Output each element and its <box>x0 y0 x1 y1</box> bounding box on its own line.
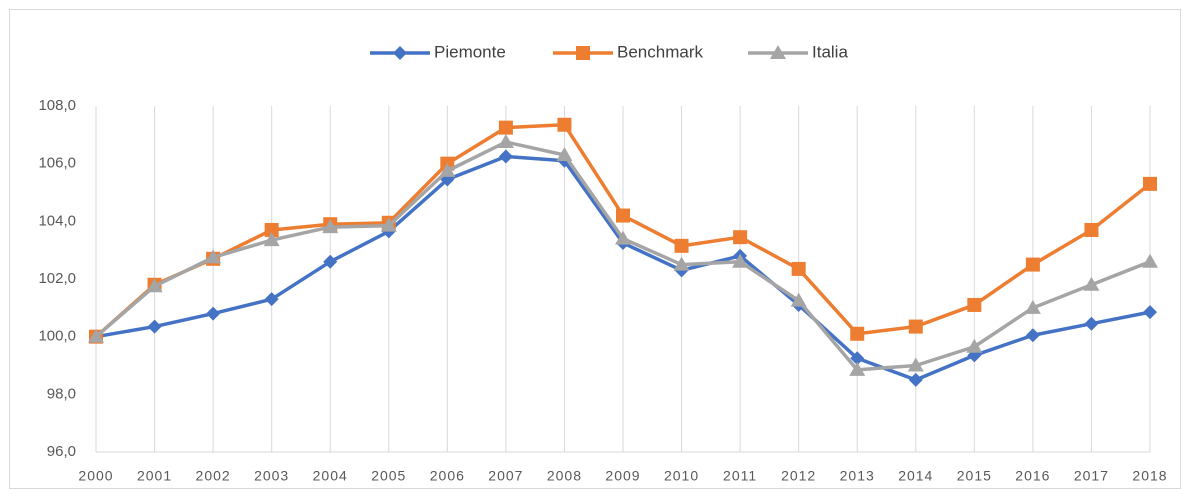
marker <box>147 319 162 334</box>
marker <box>967 297 982 312</box>
marker <box>673 256 690 271</box>
x-tick-label: 2003 <box>254 468 289 484</box>
legend-marker <box>393 46 407 60</box>
marker <box>88 328 104 343</box>
x-tick-label: 2012 <box>781 468 816 484</box>
legend-label: Piemonte <box>434 42 506 61</box>
marker <box>439 162 456 177</box>
y-tick-label: 108,0 <box>38 97 76 114</box>
marker <box>791 261 806 276</box>
y-tick-label: 96,0 <box>47 443 76 460</box>
marker <box>1084 222 1099 237</box>
marker <box>850 351 865 366</box>
marker <box>205 249 222 264</box>
marker <box>1024 299 1041 314</box>
marker <box>263 232 280 247</box>
x-tick-label: 2017 <box>1074 468 1109 484</box>
marker <box>1142 253 1158 268</box>
marker <box>146 278 163 293</box>
x-tick-label: 2002 <box>196 468 231 484</box>
marker <box>556 147 573 162</box>
marker <box>380 217 397 232</box>
y-tick-label: 102,0 <box>38 270 76 287</box>
x-tick-label: 2013 <box>840 468 875 484</box>
y-tick-label: 100,0 <box>38 328 76 345</box>
x-tick-label: 2005 <box>371 468 406 484</box>
legend-marker <box>576 46 590 60</box>
x-tick-label: 2016 <box>1015 468 1050 484</box>
x-tick-label: 2008 <box>547 468 582 484</box>
marker <box>850 326 865 341</box>
marker <box>966 338 983 353</box>
marker <box>790 292 807 307</box>
marker <box>1143 305 1157 320</box>
marker <box>616 208 630 223</box>
marker <box>264 222 279 237</box>
x-tick-label: 2015 <box>957 468 992 484</box>
marker <box>732 253 749 268</box>
marker <box>907 357 924 372</box>
x-tick-label: 2011 <box>723 468 757 484</box>
y-tick-label: 104,0 <box>38 212 76 229</box>
marker <box>498 120 513 135</box>
marker <box>1143 176 1157 191</box>
marker <box>849 361 866 376</box>
marker <box>733 230 748 245</box>
marker <box>206 306 221 321</box>
marker <box>1025 328 1040 343</box>
x-tick-label: 2010 <box>664 468 699 484</box>
marker <box>264 292 279 307</box>
x-tick-label: 2004 <box>313 468 348 484</box>
x-tick-label: 2018 <box>1132 468 1167 484</box>
y-tick-label: 98,0 <box>47 385 76 402</box>
x-tick-label: 2000 <box>78 468 113 484</box>
marker <box>557 117 572 132</box>
marker <box>1025 257 1040 272</box>
marker <box>322 219 339 234</box>
y-tick-label: 106,0 <box>38 155 76 172</box>
marker <box>1083 276 1100 291</box>
x-tick-label: 2007 <box>488 468 523 484</box>
x-tick-label: 2009 <box>605 468 640 484</box>
x-tick-label: 2001 <box>137 468 172 484</box>
legend-marker <box>770 45 786 59</box>
marker <box>1084 316 1099 331</box>
marker <box>908 372 923 387</box>
legend-label: Benchmark <box>617 42 703 61</box>
marker <box>908 319 923 334</box>
x-tick-label: 2014 <box>898 468 933 484</box>
marker <box>615 230 631 245</box>
marker <box>323 254 338 269</box>
legend-label: Italia <box>812 42 848 61</box>
x-tick-label: 2006 <box>430 468 465 484</box>
chart-border <box>9 9 1181 489</box>
marker <box>674 238 689 253</box>
marker <box>498 149 513 164</box>
marker <box>497 134 514 149</box>
